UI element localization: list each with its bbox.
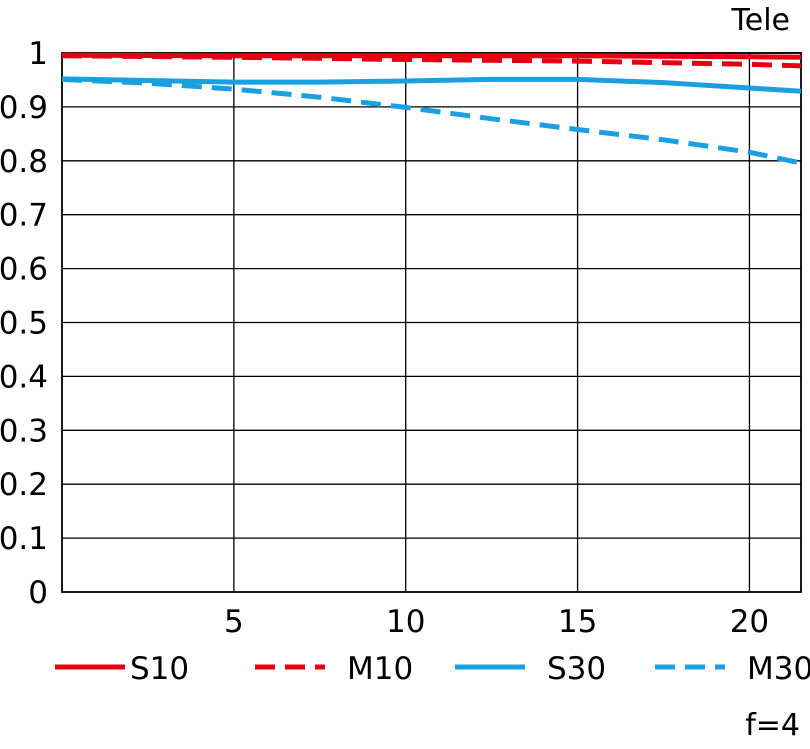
legend-label-m10: M10 <box>347 651 413 687</box>
x-tick-label: 15 <box>558 604 597 640</box>
y-tick-label: 0.1 <box>0 521 48 557</box>
footnote: f=4 <box>745 708 800 743</box>
x-tick-label: 10 <box>386 604 425 640</box>
y-tick-label: 0.8 <box>0 144 48 180</box>
y-axis: 0 0.1 0.2 0.3 0.4 0.5 0.6 0.7 0.8 0.9 1 <box>0 36 48 611</box>
x-tick-label: 20 <box>730 604 769 640</box>
series-line-s10 <box>61 52 802 60</box>
y-tick-label: 0.3 <box>0 413 48 449</box>
x-axis: 5 10 15 20 <box>224 604 769 640</box>
plot-frame <box>61 52 802 593</box>
y-tick-label: 0.5 <box>0 306 48 342</box>
y-tick-label: 1 <box>28 36 48 72</box>
series-line-m30 <box>61 76 802 166</box>
legend-label-s10: S10 <box>130 651 189 687</box>
x-tick-label: 5 <box>224 604 244 640</box>
legend-label-s30: S30 <box>547 651 606 687</box>
legend-label-m30: M30 <box>747 651 810 687</box>
y-tick-label: 0.4 <box>0 359 48 395</box>
y-tick-label: 0.9 <box>0 90 48 126</box>
y-tick-label: 0 <box>28 575 48 611</box>
grid <box>61 52 802 593</box>
legend: S10 M10 S30 M30 <box>55 651 810 687</box>
series-lines <box>61 52 802 166</box>
y-tick-label: 0.7 <box>0 198 48 234</box>
y-tick-label: 0.6 <box>0 252 48 288</box>
series-line-m10 <box>61 53 802 69</box>
chart-title: Tele <box>731 3 790 38</box>
y-tick-label: 0.2 <box>0 467 48 503</box>
series-line-s30 <box>61 76 802 94</box>
